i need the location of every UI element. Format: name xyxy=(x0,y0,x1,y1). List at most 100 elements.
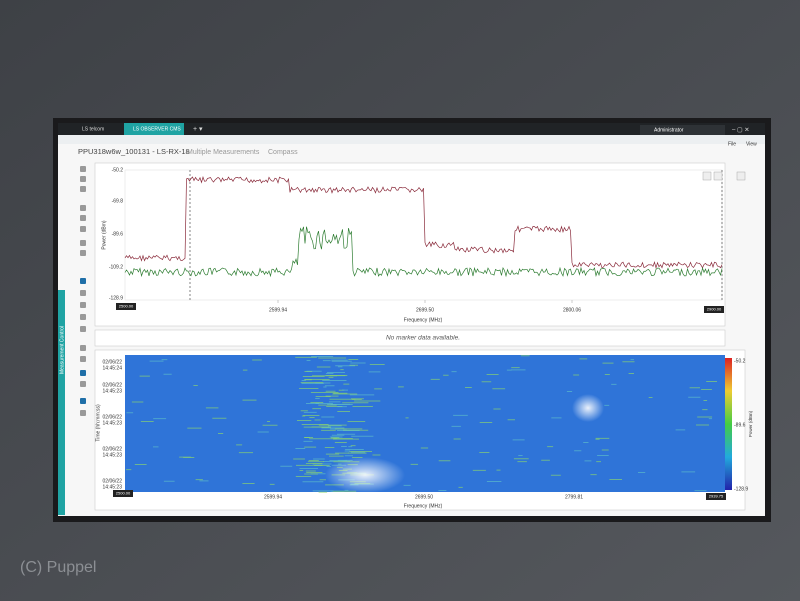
menu-button[interactable] xyxy=(736,171,746,181)
window-controls[interactable]: – ▢ ✕ xyxy=(732,128,749,134)
streak xyxy=(342,389,348,391)
header-link[interactable]: Multiple Measurements xyxy=(187,149,260,156)
menu-item[interactable]: View xyxy=(746,141,757,147)
tool-icon[interactable] xyxy=(80,410,86,416)
streak xyxy=(318,424,347,426)
streak xyxy=(583,442,589,443)
new-tab-button[interactable]: + ▾ xyxy=(193,126,203,133)
streak xyxy=(153,446,159,448)
streak xyxy=(335,452,349,454)
tool-icon[interactable] xyxy=(80,278,86,284)
streak xyxy=(299,470,304,471)
streak xyxy=(307,461,325,463)
tool-icon[interactable] xyxy=(80,326,86,332)
streak xyxy=(315,398,320,399)
live-trace xyxy=(124,226,723,278)
tool-icon[interactable] xyxy=(80,250,86,256)
streak xyxy=(479,422,493,423)
streak xyxy=(374,388,382,390)
streak xyxy=(348,359,359,360)
x-axis-label: Frequency (MHz) xyxy=(404,317,443,323)
streak xyxy=(335,428,363,430)
streak xyxy=(330,437,340,439)
streak xyxy=(212,417,227,419)
streak xyxy=(325,373,334,374)
x-end-box xyxy=(704,306,724,313)
tool-icon[interactable] xyxy=(80,356,86,362)
streak xyxy=(126,412,134,414)
tool-icon[interactable] xyxy=(80,302,86,308)
streak xyxy=(551,417,562,419)
streak xyxy=(311,426,330,428)
tool-icon[interactable] xyxy=(80,398,86,404)
streak xyxy=(295,448,306,449)
x-tick-label: 2699.50 xyxy=(415,494,433,500)
streak xyxy=(694,490,707,492)
tool-icon[interactable] xyxy=(80,290,86,296)
streak xyxy=(310,392,339,393)
marker-text: No marker data available. xyxy=(386,335,460,342)
streak xyxy=(410,463,418,465)
tool-icon[interactable] xyxy=(80,186,86,192)
tool-icon[interactable] xyxy=(80,176,86,182)
time-date: 02/06/22 xyxy=(103,478,123,484)
tab[interactable]: LS telcom xyxy=(82,126,104,132)
colorbar-label: Power (dBm) xyxy=(748,410,753,437)
streak xyxy=(333,392,348,394)
y-tick-label: -109.2 xyxy=(109,264,123,270)
tool-icon[interactable] xyxy=(80,314,86,320)
colorbar-tick: -128.9 xyxy=(734,486,748,492)
streak xyxy=(238,452,253,454)
streak xyxy=(472,469,486,471)
tool-icon[interactable] xyxy=(80,370,86,376)
tool-icon[interactable] xyxy=(80,226,86,232)
x-start: 2500.00 xyxy=(119,304,134,309)
streak xyxy=(331,434,345,436)
side-panel-tab[interactable] xyxy=(58,290,65,515)
user-name[interactable]: Administrator xyxy=(654,127,684,133)
streak xyxy=(303,415,320,416)
tool-icon[interactable] xyxy=(80,205,86,211)
tool-icon[interactable] xyxy=(80,166,86,172)
info-button[interactable] xyxy=(713,171,723,181)
streak xyxy=(321,429,336,431)
streak xyxy=(458,486,463,488)
streak xyxy=(327,403,351,405)
streak xyxy=(325,395,339,397)
streak xyxy=(566,391,573,392)
y-tick-label: -128.9 xyxy=(109,295,123,301)
measurement-title: PPU318w6w_100131 - LS-RX-18 xyxy=(78,147,190,156)
streak xyxy=(550,474,561,476)
tool-icon[interactable] xyxy=(80,345,86,351)
watermark: (C) Puppel xyxy=(20,559,96,576)
streak xyxy=(321,416,335,418)
streak xyxy=(518,455,523,456)
streak xyxy=(609,479,622,480)
side-panel-label[interactable]: Measurement Control xyxy=(59,326,65,374)
streak xyxy=(465,387,472,388)
time-clock: 14:45:24 xyxy=(103,365,123,371)
tool-icon[interactable] xyxy=(80,215,86,221)
streak xyxy=(337,433,356,435)
tool-icon[interactable] xyxy=(80,381,86,387)
streak xyxy=(492,388,506,390)
streak xyxy=(350,445,356,447)
streak xyxy=(326,406,343,407)
tab[interactable]: LS OBSERVER CMS xyxy=(133,126,181,132)
menu-item[interactable]: File xyxy=(728,141,736,147)
tool-icon[interactable] xyxy=(80,240,86,246)
streak xyxy=(403,484,411,486)
streak xyxy=(183,457,195,458)
streak xyxy=(630,359,634,361)
streak xyxy=(242,483,255,484)
streak xyxy=(347,452,367,454)
time-clock: 14:45:23 xyxy=(103,452,123,458)
streak xyxy=(337,430,360,431)
x-tick-label: 2599.94 xyxy=(269,307,287,313)
header-link[interactable]: Compass xyxy=(268,149,298,156)
colorbar-tick: -50.2 xyxy=(734,358,746,364)
streak xyxy=(479,452,490,453)
streak xyxy=(541,459,550,461)
settings-button[interactable] xyxy=(702,171,712,181)
